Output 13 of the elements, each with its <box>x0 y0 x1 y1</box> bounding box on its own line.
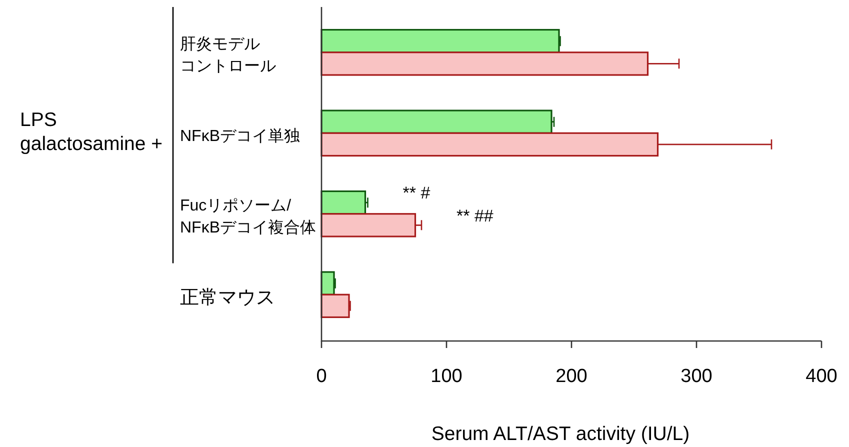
tick-label: 300 <box>680 366 712 387</box>
category-label: Fucリポソーム/NFκBデコイ複合体 <box>180 198 316 237</box>
tick-label: 0 <box>316 366 327 387</box>
tick-label: 200 <box>556 366 588 387</box>
annotation: ** ## <box>456 206 494 226</box>
category-label: 肝炎モデルコントロール <box>180 36 276 76</box>
category-label: 正常マウス <box>180 287 275 308</box>
tick-label: 400 <box>806 366 838 387</box>
annotation: ** # <box>402 184 430 203</box>
category-label: NFκBデコイ単独 <box>180 128 300 145</box>
tick-label: 100 <box>430 366 462 387</box>
group-label: LPS galactosamine + <box>20 109 163 156</box>
x-axis-title: Serum ALT/AST activity (IU/L) <box>431 423 690 446</box>
